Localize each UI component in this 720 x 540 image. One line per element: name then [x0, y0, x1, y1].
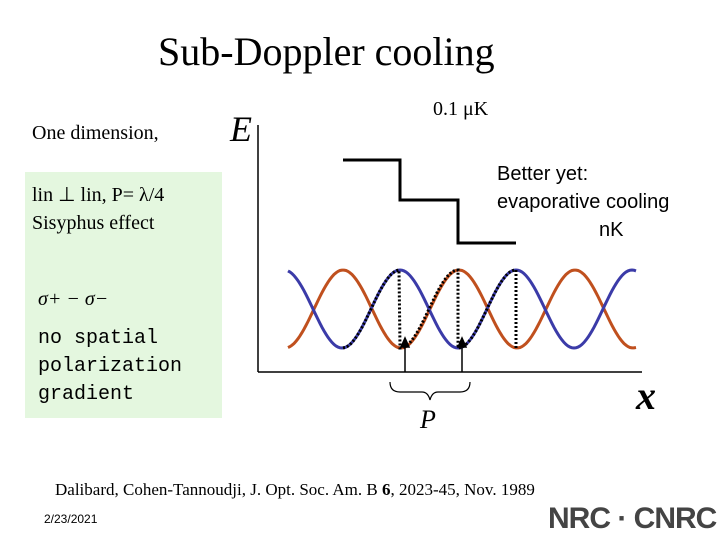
position-axis-label: x — [636, 373, 656, 418]
better: Better yet: evaporative cooling nK — [497, 160, 669, 244]
note-line: polarization — [38, 355, 183, 378]
potential-wave — [287, 268, 637, 350]
logo: NRC · CNRC — [548, 502, 717, 535]
period-bracket — [389, 381, 471, 401]
energy-steps — [343, 158, 516, 245]
energy-axis-label: E — [230, 109, 252, 149]
panel-box — [25, 172, 222, 418]
sisyphus-path — [342, 268, 518, 350]
note: no spatial polarization gradient — [38, 325, 182, 409]
citation-text: Dalibard, Cohen-Tannoudji, J. Opt. Soc. … — [55, 480, 382, 499]
citation-text: , 2023-45, Nov. 1989 — [390, 480, 535, 499]
config: lin ⊥ lin, P= λ/4 — [32, 184, 165, 206]
intro: One dimension, — [32, 122, 159, 144]
better-line: Better yet: — [497, 163, 589, 185]
note-line: no spatial — [38, 327, 159, 350]
effect: Sisyphus effect — [32, 212, 155, 234]
note-line: gradient — [38, 383, 135, 406]
date: 2/23/2021 — [44, 512, 98, 526]
title: Sub-Doppler cooling — [158, 29, 495, 74]
better-line: nK — [599, 219, 624, 241]
sigma: σ+ − σ− — [38, 288, 109, 310]
citation-volume: 6 — [381, 480, 391, 499]
citation: Dalibard, Cohen-Tannoudji, J. Opt. Soc. … — [55, 480, 535, 500]
arrows — [399, 336, 468, 372]
period-label: P — [420, 405, 436, 434]
better-line: evaporative cooling — [497, 191, 670, 213]
temperature-label: 0.1 μK — [433, 98, 489, 120]
